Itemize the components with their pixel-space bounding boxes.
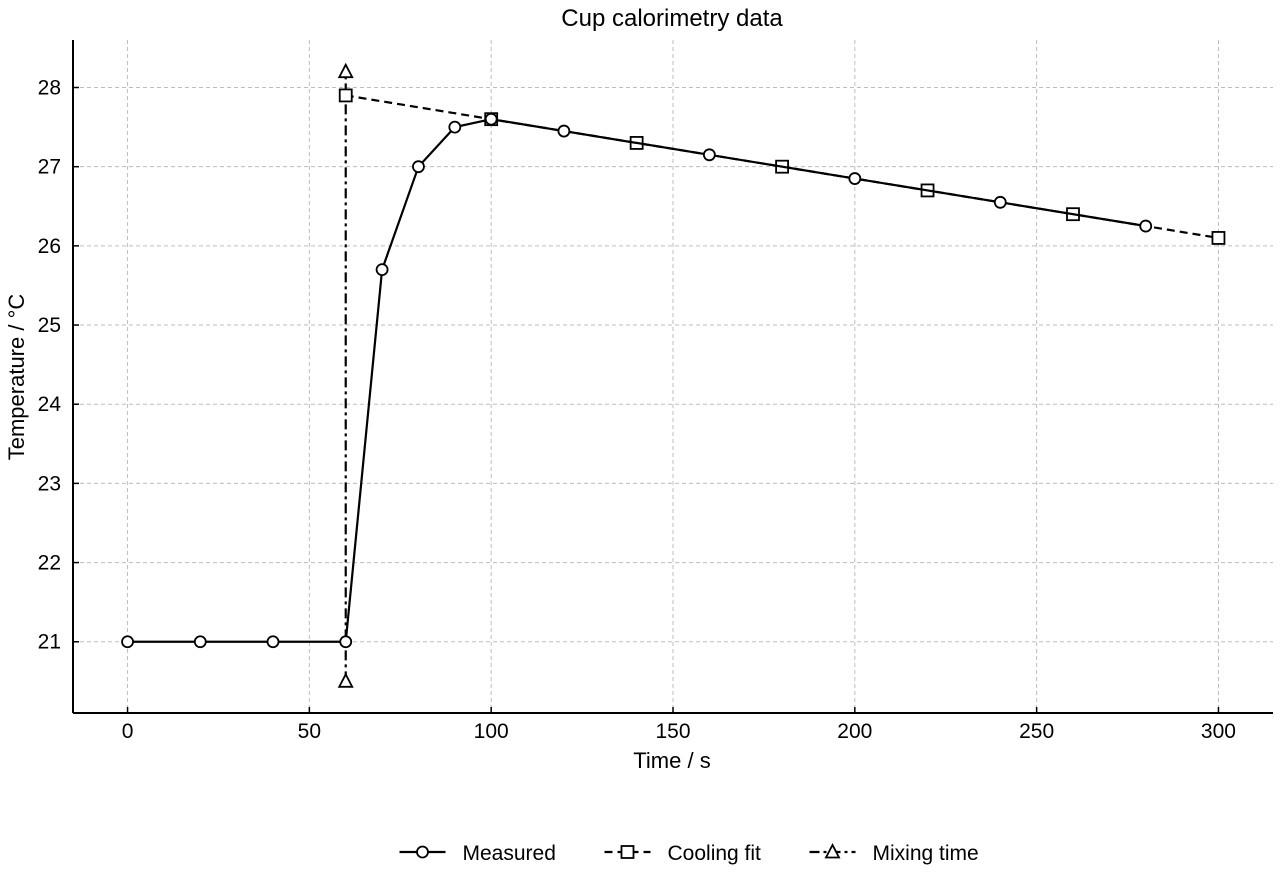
x-tick-label: 100 (474, 720, 509, 743)
data-point-measured (702, 148, 716, 162)
x-tick-label: 150 (655, 720, 690, 743)
data-point-measured (848, 172, 862, 185)
legend-marker (824, 843, 841, 859)
legend-marker (620, 845, 635, 859)
data-point-measured (412, 160, 425, 174)
data-point-measured (557, 124, 571, 138)
legend-marker (416, 845, 429, 859)
y-tick-label: 28 (38, 77, 61, 100)
x-axis-label: Time / s (633, 748, 710, 773)
data-point-measured (448, 120, 462, 134)
y-tick-label: 23 (38, 472, 61, 495)
data-point-measured (121, 635, 134, 649)
x-tick-label: 50 (298, 720, 321, 743)
data-point-measured (266, 635, 280, 649)
data-point-measured (375, 263, 389, 277)
x-tick-label: 250 (1019, 720, 1054, 743)
legend: Measured Cooling fit Mixing time (399, 842, 979, 865)
legend-item-mixing-time: Mixing time (809, 842, 979, 865)
data-point-mixing-time (337, 62, 354, 79)
legend-item-cooling-fit: Cooling fit (604, 842, 762, 865)
grid-lines (73, 40, 1273, 713)
y-tick-label: 24 (38, 393, 62, 416)
y-tick-label: 21 (38, 631, 61, 654)
data-point-cooling-fit (1211, 231, 1226, 245)
legend-item-measured: Measured (399, 842, 556, 865)
series-measured (121, 112, 1153, 649)
y-tick-label: 27 (38, 156, 61, 179)
data-point-measured (339, 635, 353, 649)
data-point-cooling-fit (338, 88, 353, 103)
legend-label: Measured (463, 842, 556, 865)
chart-title: Cup calorimetry data (561, 5, 783, 32)
y-tick-label: 26 (38, 235, 61, 258)
data-point-mixing-time (337, 672, 354, 688)
series-mixing-time (337, 62, 354, 688)
series-line-measured (127, 118, 1146, 643)
plot-series (121, 62, 1226, 688)
data-point-measured (484, 112, 498, 126)
legend-label: Cooling fit (668, 842, 762, 865)
data-point-measured (993, 195, 1007, 209)
x-tick-label: 0 (122, 720, 134, 743)
data-point-measured (1139, 219, 1153, 233)
y-axis-label: Temperature / °C (4, 294, 29, 461)
legend-label: Mixing time (873, 842, 979, 865)
data-point-measured (193, 635, 207, 649)
x-tick-label: 200 (837, 720, 872, 743)
y-tick-label: 25 (38, 314, 61, 337)
y-tick-label: 22 (38, 552, 61, 575)
x-ticks: 0 50 100 150 200 250 300 (122, 707, 1236, 743)
x-tick-label: 300 (1201, 720, 1236, 743)
y-ticks: 21 22 23 24 25 26 27 28 (38, 77, 79, 654)
